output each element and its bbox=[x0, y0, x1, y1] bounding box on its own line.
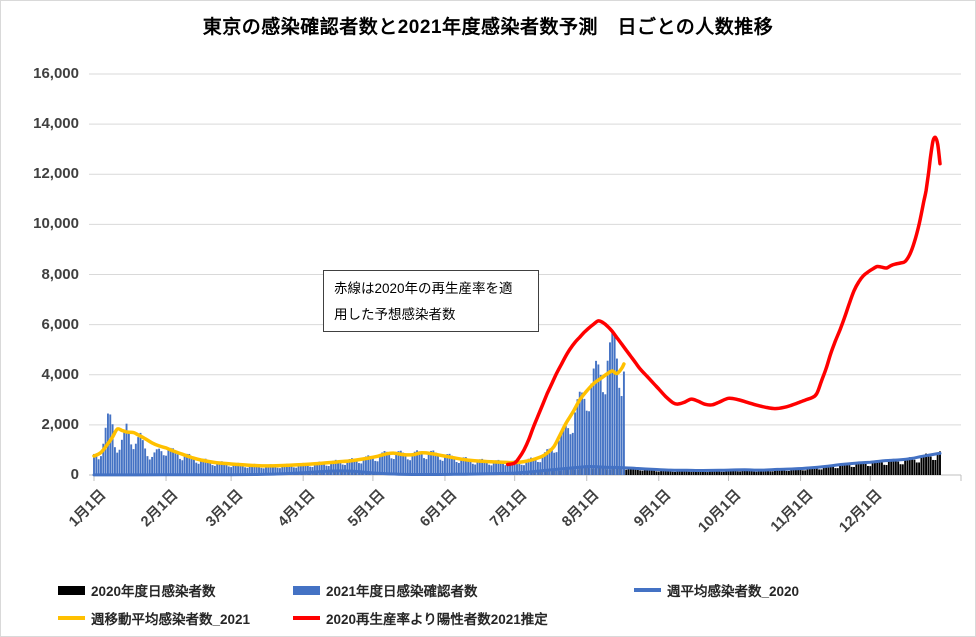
legend-swatch-bar bbox=[293, 585, 320, 595]
legend-item: 週移動平均感染者数_2021 bbox=[58, 610, 251, 627]
series-estimate_2021 bbox=[505, 135, 942, 467]
annotation-box: 赤線は2020年の再生産率を適 用した予想感染者数 bbox=[323, 270, 539, 332]
legend-swatch-line bbox=[58, 616, 85, 620]
y-axis-label: 2,000 bbox=[41, 415, 79, 433]
y-axis-label: 4,000 bbox=[41, 365, 79, 383]
legend-label: 2020年度日感染者数 bbox=[91, 584, 216, 599]
series-daily_2021 bbox=[93, 330, 625, 475]
legend-label: 週平均感染者数_2020 bbox=[667, 584, 800, 599]
annotation-text-line2: 用した予想感染者数 bbox=[334, 307, 456, 322]
legend-swatch-line bbox=[634, 588, 661, 592]
y-axis-label: 12,000 bbox=[33, 165, 79, 183]
legend-label: 週移動平均感染者数_2021 bbox=[91, 612, 251, 627]
legend-item: 2020年度日感染者数 bbox=[58, 582, 216, 599]
y-axis-label: 14,000 bbox=[33, 115, 79, 133]
legend-swatch-line bbox=[293, 616, 320, 620]
legend-item: 週平均感染者数_2020 bbox=[634, 582, 800, 599]
legend-label: 2020再生産率より陽性者数2021推定 bbox=[326, 612, 548, 627]
legend-swatch-bar bbox=[58, 585, 85, 595]
annotation-text-line1: 赤線は2020年の再生産率を適 bbox=[334, 281, 513, 296]
y-axis-label: 0 bbox=[70, 466, 79, 483]
y-axis-label: 16,000 bbox=[33, 65, 79, 82]
y-axis-label: 10,000 bbox=[33, 215, 79, 233]
legend-label: 2021年度日感染確認者数 bbox=[326, 584, 478, 599]
series-avg_2020 bbox=[92, 451, 942, 477]
legend-item: 2021年度日感染確認者数 bbox=[293, 582, 478, 599]
y-axis-label: 6,000 bbox=[41, 315, 79, 333]
y-axis-label: 8,000 bbox=[41, 265, 79, 283]
plot-series bbox=[92, 135, 942, 477]
legend-item: 2020再生産率より陽性者数2021推定 bbox=[293, 610, 548, 627]
series-avg_2021 bbox=[92, 362, 626, 468]
chart-title: 東京の感染確認者数と2021年度感染者数予測 日ごとの人数推移 bbox=[202, 17, 774, 38]
